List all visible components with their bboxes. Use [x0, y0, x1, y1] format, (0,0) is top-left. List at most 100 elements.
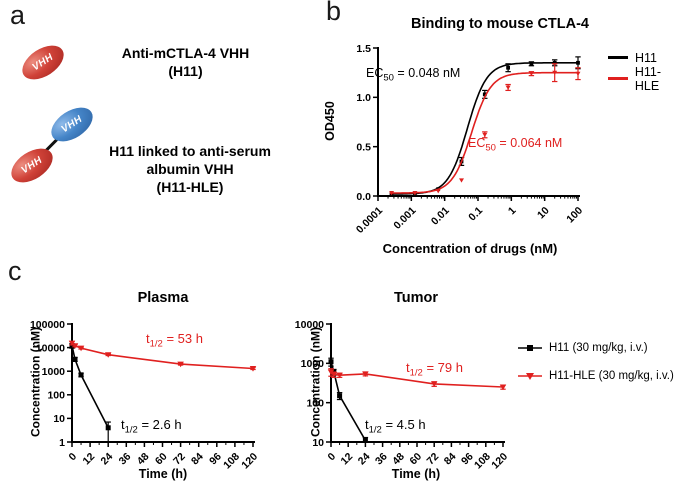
vhh-ellipse-label: VHH: [30, 51, 56, 74]
red-vhh-ellipse-h11: VHH: [16, 38, 70, 87]
tumor-x-axis-label: Time (h): [391, 467, 441, 481]
construct1-text: Anti-mCTLA-4 VHH (H11): [108, 44, 263, 80]
svg-text:48: 48: [390, 451, 407, 468]
annotation-text: t: [121, 417, 125, 432]
annotation-text: = 79 h: [422, 360, 463, 375]
h11-line-swatch-icon: [608, 56, 628, 59]
svg-text:48: 48: [135, 451, 152, 468]
y-axis: 1 10 100 1000 10000 100000: [30, 319, 73, 449]
svg-text:100: 100: [564, 205, 585, 226]
binding-chart-title: Binding to mouse CTLA-4: [410, 16, 589, 32]
svg-text:24: 24: [99, 451, 116, 468]
series-H11: [69, 343, 111, 443]
annotation-subscript: 1/2: [368, 424, 382, 436]
svg-text:100: 100: [306, 397, 324, 409]
binding-chart: 0.0001 0.001 0.01 0.1 1 10 100 0.0 0.5 1.0 1.5: [354, 43, 585, 236]
ec50-annotation-h11: EC50 = 0.048 nM: [366, 66, 460, 84]
binding-legend-label: H11: [635, 50, 658, 65]
annotation-text: EC: [366, 66, 384, 80]
pk-legend-label: H11 (30 mg/kg, i.v.): [549, 342, 648, 354]
tumor-chart-title: Tumor: [393, 290, 439, 306]
construct1-line2: (H11): [168, 63, 203, 80]
series-H11: [328, 357, 369, 443]
svg-text:1: 1: [59, 437, 65, 449]
vhh-ellipse-label: VHH: [59, 113, 85, 136]
y-axis: 0.0 0.5 1.0 1.5: [356, 43, 379, 203]
construct2-text: H11 linked to anti-serum albumin VHH (H1…: [105, 142, 275, 197]
svg-text:60: 60: [407, 451, 424, 468]
triangle-down-marker-icon: [518, 373, 542, 380]
svg-text:96: 96: [207, 451, 224, 468]
annotation-text: = 0.048 nM: [393, 66, 461, 80]
svg-text:0.0: 0.0: [356, 191, 371, 203]
svg-text:36: 36: [373, 451, 390, 468]
plasma-hle-halflife-annotation: t1/2 = 53 h: [146, 331, 203, 350]
svg-text:1000: 1000: [301, 358, 325, 370]
svg-text:120: 120: [489, 451, 510, 472]
svg-text:72: 72: [425, 451, 442, 468]
annotation-text: t: [406, 360, 410, 375]
binding-x-axis-label: Concentration of drugs (nM): [382, 241, 558, 256]
binding-legend-label: H11-HLE: [634, 64, 662, 93]
tumor-hle-halflife-annotation: t1/2 = 79 h: [406, 360, 463, 379]
tumor-h11-halflife-annotation: t1/2 = 4.5 h: [365, 417, 426, 436]
svg-text:100000: 100000: [30, 319, 65, 331]
plasma-x-axis-label: Time (h): [138, 467, 188, 481]
series-H11-HLE: [327, 368, 507, 391]
svg-text:1.5: 1.5: [356, 43, 371, 55]
annotation-text: t: [146, 331, 150, 346]
binding-y-axis-label: OD450: [323, 101, 337, 141]
pk-legend-label: H11-HLE (30 mg/kg, i.v.): [549, 370, 674, 382]
plasma-chart-title: Plasma: [137, 290, 189, 306]
y-axis: 10 100 1000 10000: [295, 319, 332, 449]
svg-text:10: 10: [53, 413, 65, 425]
h11-hle-line-swatch-icon: [608, 77, 628, 80]
svg-text:0.1: 0.1: [466, 205, 485, 224]
construct1-line1: Anti-mCTLA-4 VHH: [121, 45, 250, 61]
svg-text:36: 36: [117, 451, 134, 468]
pk-legend-item-h11: H11 (30 mg/kg, i.v.): [516, 334, 674, 362]
svg-text:0.01: 0.01: [429, 205, 452, 228]
construct2-line3: (H11-HLE): [156, 179, 224, 196]
binding-legend-item-h11: H11: [608, 47, 685, 68]
svg-text:0.0001: 0.0001: [354, 205, 385, 236]
plasma-h11-halflife-annotation: t1/2 = 2.6 h: [121, 417, 182, 436]
svg-text:0: 0: [67, 451, 80, 464]
pk-legend-item-h11-hle: H11-HLE (30 mg/kg, i.v.): [516, 362, 674, 390]
red-vhh-ellipse-h11-hle: VHH: [5, 141, 59, 190]
pk-legend: H11 (30 mg/kg, i.v.) H11-HLE (30 mg/kg, …: [516, 334, 674, 390]
svg-text:84: 84: [189, 451, 206, 468]
svg-text:0.5: 0.5: [356, 141, 371, 153]
svg-text:0: 0: [326, 451, 339, 464]
svg-text:120: 120: [239, 451, 260, 472]
vhh-ellipse-label: VHH: [19, 154, 45, 177]
annotation-text: = 4.5 h: [381, 417, 426, 432]
square-marker-icon: [518, 345, 542, 351]
svg-text:60: 60: [153, 451, 170, 468]
svg-text:0.001: 0.001: [391, 205, 418, 232]
svg-text:10: 10: [312, 437, 324, 449]
annotation-text: = 0.064 nM: [495, 136, 563, 150]
panel-b-letter: b: [326, 0, 342, 26]
series-H11-HLE: [389, 63, 581, 196]
svg-text:1.0: 1.0: [356, 92, 371, 104]
annotation-subscript: 50: [383, 72, 394, 84]
svg-text:10: 10: [535, 205, 552, 222]
annotation-subscript: 50: [485, 142, 496, 154]
annotation-text: t: [365, 417, 369, 432]
annotation-subscript: 1/2: [409, 367, 423, 379]
annotation-subscript: 1/2: [149, 338, 163, 350]
svg-text:24: 24: [356, 451, 373, 468]
svg-text:108: 108: [221, 451, 242, 472]
annotation-text: = 2.6 h: [137, 417, 182, 432]
binding-legend: H11 H11-HLE: [608, 47, 685, 93]
annotation-text: = 53 h: [162, 331, 203, 346]
x-axis: 0.0001 0.001 0.01 0.1 1 10 100: [354, 195, 585, 236]
svg-text:1000: 1000: [42, 366, 66, 378]
binding-legend-item-h11-hle: H11-HLE: [608, 65, 685, 93]
svg-text:10000: 10000: [295, 319, 324, 331]
ec50-annotation-h11-hle: EC50 = 0.064 nM: [468, 136, 562, 154]
